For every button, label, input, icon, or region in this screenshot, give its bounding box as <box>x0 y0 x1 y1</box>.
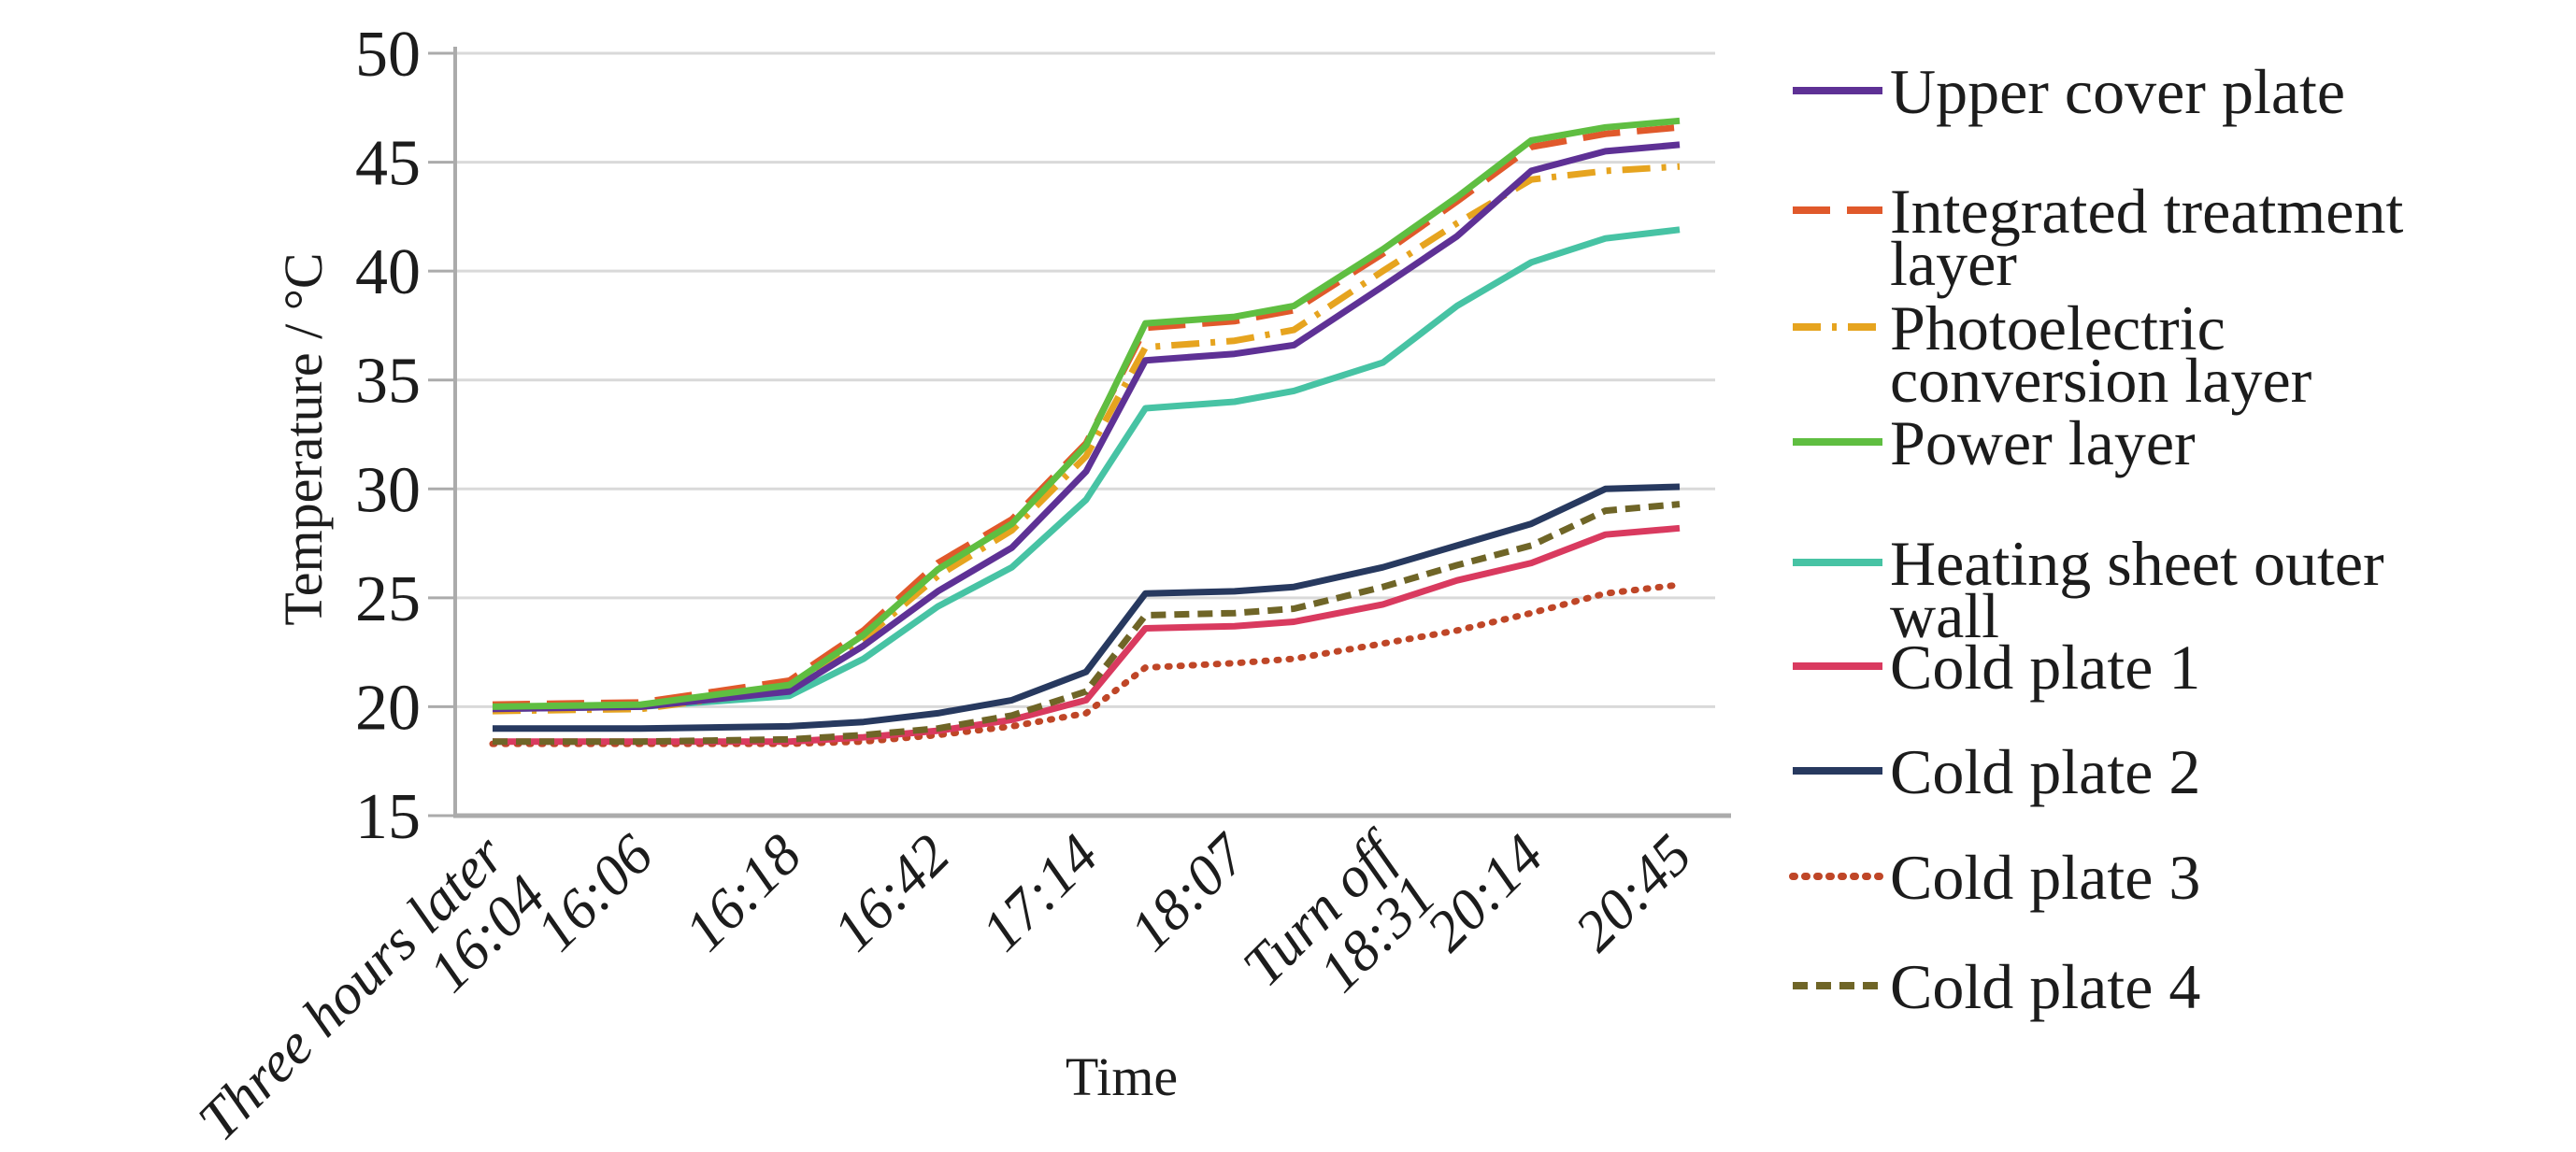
series-line-upper-cover-plate <box>492 141 1681 713</box>
legend-label-cold-plate-1: Cold plate 1 <box>1890 632 2200 703</box>
legend-label-photoelectric-conversion-layer: Photoelectric <box>1890 292 2225 363</box>
y-axis-title: Temperature / °C <box>273 252 334 625</box>
legend-item-cold-plate-2: Cold plate 2 <box>1793 736 2200 807</box>
x-axis-title: Time <box>1066 1046 1178 1107</box>
series-line-cold-plate-4 <box>493 501 1681 746</box>
y-tick-label-25: 25 <box>355 563 421 635</box>
svg-text:Three hours later16:04: Three hours later16:04 <box>187 822 559 1147</box>
svg-text:16:42: 16:42 <box>822 823 962 963</box>
y-tick-label-40: 40 <box>355 236 421 308</box>
legend-label-cold-plate-4: Cold plate 4 <box>1890 951 2200 1022</box>
y-tick-label-20: 20 <box>355 672 421 744</box>
svg-text:20:45: 20:45 <box>1564 823 1704 963</box>
series-line-cold-plate-2 <box>493 483 1681 732</box>
legend-item-upper-cover-plate: Upper cover plate <box>1793 56 2345 127</box>
legend: Upper cover plate Integrated treatmentlay… <box>1789 56 2403 1022</box>
legend-label-photoelectric-conversion-layer-line2: conversion layer <box>1890 345 2312 416</box>
svg-text:16:18: 16:18 <box>673 823 813 963</box>
y-tick-label-15: 15 <box>355 781 421 853</box>
x-tick-label-6: Turn off18:31 <box>1231 818 1453 1040</box>
series-line-power-layer <box>492 117 1681 710</box>
svg-text:17:14: 17:14 <box>970 823 1110 963</box>
y-tick-label-50: 50 <box>355 19 421 91</box>
svg-text:20:14: 20:14 <box>1415 823 1555 963</box>
x-tick-label-2: 16:18 <box>673 823 813 963</box>
legend-label-upper-cover-plate: Upper cover plate <box>1890 56 2345 127</box>
legend-label-cold-plate-2: Cold plate 2 <box>1890 736 2200 807</box>
legend-label-integrated-treatment-layer: Integrated treatment <box>1890 176 2403 247</box>
x-tick-label-3: 16:42 <box>822 823 962 963</box>
x-tick-label-1: 16:06 <box>524 823 665 963</box>
legend-item-cold-plate-1: Cold plate 1 <box>1793 632 2200 703</box>
legend-label-power-layer: Power layer <box>1890 407 2196 478</box>
svg-text:18:07: 18:07 <box>1118 821 1260 963</box>
x-tick-label-7: 20:14 <box>1415 823 1555 963</box>
x-tick-label-8: 20:45 <box>1564 823 1704 963</box>
series-line-cold-plate-1 <box>493 524 1681 746</box>
y-tick-label-45: 45 <box>355 128 421 200</box>
series-line-cold-plate-3 <box>489 581 1683 747</box>
series-line-integrated-treatment-layer <box>492 123 1681 708</box>
axes <box>428 47 1731 818</box>
y-tick-labels: 15 20 25 30 35 40 45 50 <box>355 19 421 853</box>
series-line-heating-sheet-outer-wall <box>492 226 1681 713</box>
series-lines <box>489 117 1683 747</box>
y-tick-label-35: 35 <box>355 346 421 418</box>
legend-label-integrated-treatment-layer-line2: layer <box>1890 228 2017 299</box>
x-tick-label-4: 17:14 <box>970 823 1110 963</box>
legend-item-cold-plate-3: Cold plate 3 <box>1789 842 2200 913</box>
legend-label-cold-plate-3: Cold plate 3 <box>1890 842 2200 913</box>
y-tick-label-30: 30 <box>355 454 421 526</box>
legend-item-cold-plate-4: Cold plate 4 <box>1793 951 2200 1022</box>
legend-label-heating-sheet-outer-wall: Heating sheet outer <box>1890 528 2384 599</box>
x-tick-label-5: 18:07 <box>1118 821 1260 963</box>
gridlines <box>455 51 1715 708</box>
svg-text:16:06: 16:06 <box>524 823 665 963</box>
legend-item-power-layer: Power layer <box>1793 407 2196 478</box>
x-tick-label-0: Three hours later16:04 <box>187 822 559 1152</box>
legend-label-heating-sheet-outer-wall-line2: wall <box>1890 580 1999 651</box>
svg-text:Turn off18:31: Turn off18:31 <box>1231 818 1453 1040</box>
